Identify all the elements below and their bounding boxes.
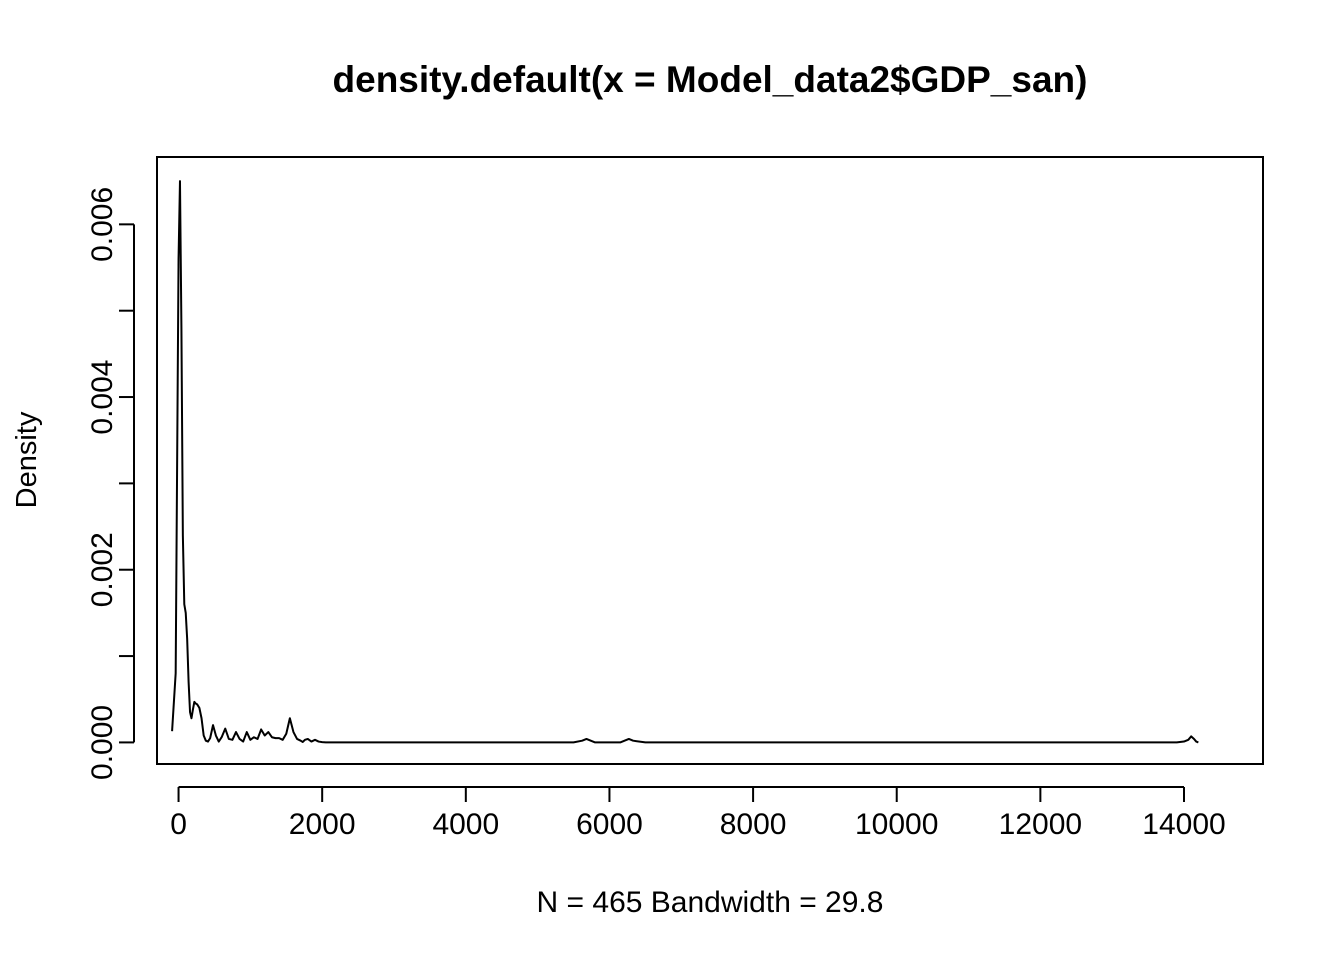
x-tick-label: 10000 xyxy=(855,808,938,841)
density-curve-0 xyxy=(171,180,1199,744)
x-tick-label: 0 xyxy=(170,808,187,841)
x-tick-label: 6000 xyxy=(576,808,643,841)
y-tick-label: 0.004 xyxy=(86,359,119,434)
chart-title: density.default(x = Model_data2$GDP_san) xyxy=(333,59,1088,100)
x-tick-label: 8000 xyxy=(720,808,787,841)
x-tick-label: 4000 xyxy=(432,808,499,841)
y-tick-label: 0.006 xyxy=(86,187,119,262)
x-tick-label: 2000 xyxy=(289,808,356,841)
y-axis-label: Density xyxy=(11,411,43,508)
y-tick-label: 0.002 xyxy=(86,532,119,607)
x-axis-label: N = 465 Bandwidth = 29.8 xyxy=(537,886,884,919)
x-axis: 0 2000 4000 6000 8000 10000 12000 14000 xyxy=(170,786,1226,841)
plot-frame xyxy=(156,156,1264,765)
plot-area xyxy=(171,180,1199,744)
x-tick-label: 14000 xyxy=(1142,808,1225,841)
x-tick-label: 12000 xyxy=(999,808,1082,841)
y-tick-label: 0.000 xyxy=(86,705,119,780)
y-axis: 0.000 0.002 0.004 0.006 xyxy=(86,187,135,780)
